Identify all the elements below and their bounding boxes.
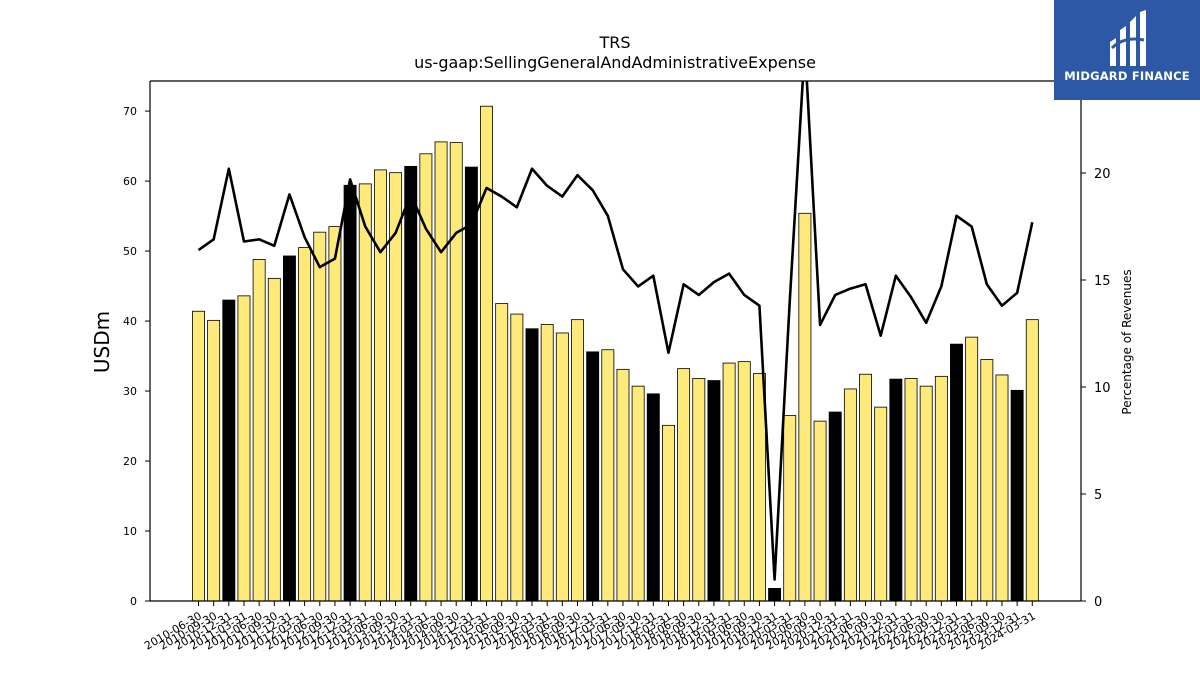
bar <box>404 165 418 602</box>
y2-tick-label: 20 <box>1094 167 1111 182</box>
bar <box>207 319 221 602</box>
bar <box>449 142 463 602</box>
bar <box>843 388 857 602</box>
bar <box>510 313 524 602</box>
bar <box>783 415 797 602</box>
bar <box>707 380 721 602</box>
chart-subtitle: us-gaap:SellingGeneralAndAdministrativeE… <box>414 53 816 72</box>
bar <box>328 226 342 602</box>
bar <box>616 368 630 602</box>
bar <box>950 343 963 602</box>
percentage-line <box>197 81 1034 581</box>
bar <box>798 212 812 602</box>
logo-mark-icon <box>1110 10 1146 66</box>
bar <box>934 375 948 602</box>
bar <box>480 105 493 602</box>
bar <box>737 361 751 602</box>
y-tick-label: 30 <box>123 385 137 398</box>
logo-text: MIDGARD FINANCE <box>1064 69 1190 83</box>
y-tick-label: 20 <box>123 455 137 468</box>
y-tick-label: 50 <box>123 245 137 258</box>
bar <box>464 166 478 602</box>
bar <box>692 378 706 602</box>
bar <box>768 588 782 602</box>
bar <box>601 349 615 602</box>
bar <box>904 378 918 602</box>
line-series <box>197 81 1034 581</box>
bar <box>358 183 372 602</box>
bar <box>283 255 296 602</box>
bar <box>571 319 584 602</box>
bar <box>586 351 600 602</box>
bar <box>828 411 842 602</box>
brand-logo: MIDGARD FINANCE <box>1054 0 1200 100</box>
y-tick-label: 10 <box>123 525 137 538</box>
bar <box>995 374 1009 602</box>
bar <box>646 393 660 602</box>
bar <box>555 332 569 602</box>
y-tick-label: 70 <box>123 105 137 118</box>
bar <box>222 299 236 602</box>
bar <box>631 385 645 602</box>
bar <box>889 378 903 602</box>
bar <box>495 303 509 602</box>
bar <box>237 295 251 602</box>
bar <box>540 324 554 602</box>
bar <box>813 420 827 602</box>
bar <box>722 362 736 602</box>
bar <box>252 259 266 602</box>
y2-tick-label: 5 <box>1094 488 1102 503</box>
chart-title: TRS <box>599 33 631 52</box>
y2-tick-label: 0 <box>1094 595 1102 610</box>
bar <box>343 184 357 602</box>
bar <box>298 247 312 602</box>
y2-tick-label: 10 <box>1094 381 1111 396</box>
bar <box>919 385 933 602</box>
y-tick-label: 0 <box>130 595 137 608</box>
bar <box>859 373 872 602</box>
bar <box>752 373 766 602</box>
bar <box>1025 319 1039 602</box>
bar <box>313 231 327 602</box>
bar-series <box>192 105 1039 602</box>
y2-tick-label: 15 <box>1094 274 1111 289</box>
bar <box>980 359 994 602</box>
bar <box>874 406 888 602</box>
axes: 010203040506070051015202010-06-302010-09… <box>123 80 1111 653</box>
bar <box>677 368 691 602</box>
y-tick-label: 60 <box>123 175 137 188</box>
bar <box>965 336 979 602</box>
bar <box>662 424 675 602</box>
y-axis-label: USDm <box>90 311 114 373</box>
bar <box>434 141 448 602</box>
bar <box>267 277 281 602</box>
y-tick-label: 40 <box>123 315 137 328</box>
bar <box>525 328 539 602</box>
bar <box>373 169 387 602</box>
y2-axis-label: Percentage of Revenues <box>1120 269 1134 414</box>
bar <box>1010 389 1024 602</box>
bar <box>192 310 205 602</box>
